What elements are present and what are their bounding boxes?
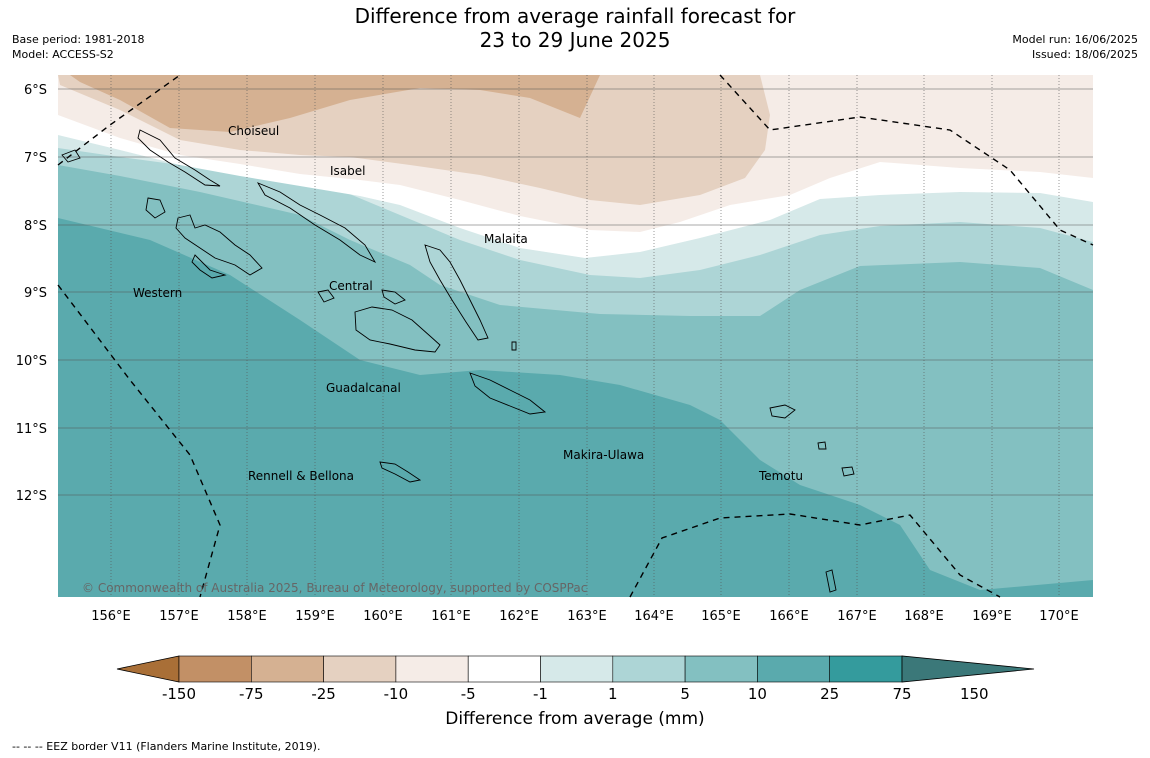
lon-label: 169°E [972, 609, 1012, 624]
region-label: Temotu [758, 469, 803, 483]
issued-text: Issued: 18/06/2025 [1031, 48, 1138, 61]
eez-north-west [57, 74, 181, 166]
lon-label: 164°E [634, 609, 674, 624]
island-choiseul [137, 129, 221, 187]
lat-label: 6°S [24, 83, 47, 98]
island-rennell [379, 461, 422, 483]
eez-borders [57, 74, 1094, 598]
lon-label: 163°E [567, 609, 607, 624]
lon-label: 158°E [227, 609, 267, 624]
island-ranongga [191, 254, 227, 279]
colorbar-title: Difference from average (mm) [445, 709, 705, 729]
colorbar-tick-label: -5 [461, 685, 476, 703]
region-label: Guadalcanal [326, 381, 401, 395]
colorbar-segment [757, 655, 831, 683]
lat-label: 7°S [24, 151, 47, 166]
colorbar-extend-low [116, 655, 180, 683]
model-text: Model: ACCESS-S2 [12, 48, 114, 61]
colorbar-tick-label: 5 [680, 685, 690, 703]
lon-label: 162°E [499, 609, 539, 624]
island-florida [381, 289, 406, 305]
colorbar-segment [540, 655, 614, 683]
region-label: Malaita [484, 232, 528, 246]
colorbar-segment [829, 655, 903, 683]
eez-west [57, 284, 221, 598]
colorbar-tick-label: -75 [239, 685, 264, 703]
base-period-text: Base period: 1981-2018 [12, 33, 145, 46]
lon-label: 159°E [295, 609, 335, 624]
grid-lines [110, 75, 1060, 597]
region-label: Rennell & Bellona [248, 469, 354, 483]
island-guadalcanal [354, 306, 441, 353]
meta-right: Model run: 16/06/2025 Issued: 18/06/2025 [1012, 32, 1138, 62]
island-makira [469, 372, 547, 415]
colorbar-tick-label: -10 [384, 685, 409, 703]
colorbar-segment [323, 655, 397, 683]
lon-label: 167°E [837, 609, 877, 624]
island-ulawa [511, 341, 517, 351]
colorbar-tick-label: 1 [608, 685, 618, 703]
island-tikopia [825, 569, 837, 593]
region-label: Choiseul [228, 124, 279, 138]
map-title: Difference from average rainfall forecas… [0, 4, 1150, 52]
region-label: Makira-Ulawa [563, 448, 644, 462]
lat-lines [58, 88, 1093, 496]
colorbar-segment [178, 655, 252, 683]
eez-south [629, 513, 1001, 598]
copyright-text: © Commonwealth of Australia 2025, Bureau… [82, 581, 587, 595]
colorbar-segment [395, 655, 469, 683]
lat-label: 10°S [16, 354, 47, 369]
colorbar-extend-high [901, 655, 1035, 683]
island-isabel [256, 182, 377, 264]
colorbar-tick-label: -150 [162, 685, 196, 703]
island-utupua [817, 441, 827, 450]
colorbar-segment [467, 655, 541, 683]
colorbar-segment [684, 655, 758, 683]
colorbar-segment [612, 655, 686, 683]
lon-label: 166°E [769, 609, 809, 624]
title-line-1: Difference from average rainfall forecas… [354, 4, 796, 28]
lon-label: 168°E [904, 609, 944, 624]
lat-label: 12°S [16, 489, 47, 504]
colorbar-tick-label: 25 [820, 685, 839, 703]
lon-label: 160°E [363, 609, 403, 624]
region-labels: Choiseul Isabel Malaita Western Central Guada… [133, 124, 803, 483]
title-line-2: 23 to 29 June 2025 [479, 28, 671, 52]
island-new-georgia [175, 214, 263, 276]
colorbar-segment [251, 655, 324, 683]
region-label: Central [329, 279, 373, 293]
lon-label: 157°E [159, 609, 199, 624]
island-malaita [424, 244, 489, 341]
eez-north-east [719, 74, 1094, 246]
island-santa-cruz [769, 404, 796, 419]
lat-axis-labels: 6°S 7°S 8°S 9°S 10°S 11°S 12°S [16, 83, 47, 504]
contour-fills [58, 75, 1093, 597]
eez-footnote: -- -- -- EEZ border V11 (Flanders Marine… [12, 740, 321, 753]
lon-label: 170°E [1039, 609, 1079, 624]
lon-label: 156°E [91, 609, 131, 624]
island-shortlands [61, 149, 81, 163]
model-run-text: Model run: 16/06/2025 [1012, 33, 1138, 46]
colorbar-tick-label: 75 [892, 685, 911, 703]
colorbar: -150 -75 -25 -10 -5 -1 1 5 10 25 75 150 [116, 655, 1035, 703]
colorbar-tick-label: 10 [748, 685, 767, 703]
island-russell [317, 289, 335, 303]
lon-label: 165°E [701, 609, 741, 624]
coastlines [61, 129, 855, 593]
lat-label: 9°S [24, 286, 47, 301]
colorbar-tick-label: -25 [311, 685, 336, 703]
lon-axis-labels: 156°E 157°E 158°E 159°E 160°E 161°E 162°E 163°E… [91, 609, 1079, 624]
island-vella-lavella [145, 197, 166, 219]
colorbar-tick-label: -1 [533, 685, 548, 703]
meta-left: Base period: 1981-2018 Model: ACCESS-S2 [12, 32, 144, 62]
island-vanikoro [841, 466, 855, 477]
colorbar-tick-label: 150 [960, 685, 989, 703]
lat-label: 8°S [24, 219, 47, 234]
region-label: Western [133, 286, 182, 300]
lat-label: 11°S [16, 422, 47, 437]
lon-label: 161°E [431, 609, 471, 624]
region-label: Isabel [330, 164, 365, 178]
